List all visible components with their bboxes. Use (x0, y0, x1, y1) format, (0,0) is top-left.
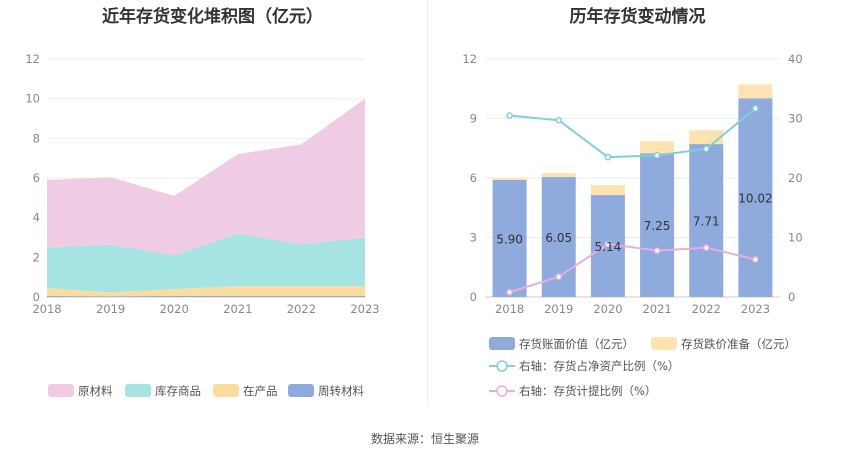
right-x-tick-label: 2019 (544, 302, 573, 316)
bar-value-label: 7.25 (644, 219, 671, 233)
point-右轴：存货计提比例（%） (555, 273, 563, 281)
left-legend-swatch (48, 384, 74, 397)
bar-存货跌价准备（亿元） (590, 185, 625, 196)
right-legend-label: 存货账面价值（亿元） (519, 337, 634, 351)
right-y-tick-label: 0 (470, 290, 477, 304)
left-legend-swatch (213, 384, 239, 397)
right-y-tick-label: 9 (470, 112, 477, 126)
right-legend-label: 存货跌价准备（亿元） (681, 337, 796, 351)
right-chart-title: 历年存货变动情况 (569, 7, 706, 27)
bar-存货跌价准备（亿元） (738, 84, 773, 99)
data-source-note: 数据来源：恒生聚源 (370, 432, 479, 446)
bar-存货跌价准备（亿元） (541, 173, 576, 178)
left-legend-label: 原材料 (78, 384, 113, 398)
left-y-tick-label: 0 (33, 290, 40, 304)
right-y-tick-label: 12 (462, 52, 477, 66)
area-在产品 (47, 286, 365, 297)
bar-value-label: 6.05 (545, 231, 572, 245)
bar-value-label: 5.90 (496, 232, 523, 246)
right-legend-marker (496, 360, 508, 372)
left-legend-swatch (288, 384, 314, 397)
point-右轴：存货占净资产比例（%） (604, 153, 612, 161)
left-legend-label: 周转材料 (318, 384, 364, 398)
left-legend-swatch (125, 384, 151, 397)
point-右轴：存货计提比例（%） (752, 256, 759, 263)
left-x-tick-label: 2020 (160, 302, 189, 316)
point-右轴：存货占净资产比例（%） (506, 112, 513, 119)
point-右轴：存货占净资产比例（%） (702, 145, 710, 153)
right-legend-label: 右轴：存货占净资产比例（%） (519, 359, 679, 373)
right-x-tick-label: 2022 (692, 302, 721, 316)
right-legend-label: 右轴：存货计提比例（%） (519, 384, 656, 398)
point-右轴：存货计提比例（%） (506, 288, 513, 296)
line-右轴：存货占净资产比例（%） (509, 107, 757, 159)
right-x-tick-label: 2023 (741, 302, 770, 316)
left-x-tick-label: 2021 (223, 302, 252, 316)
right-legend-swatch (489, 337, 515, 350)
left-x-tick-label: 2019 (96, 302, 125, 316)
bar-存货跌价准备（亿元） (492, 178, 527, 180)
bar-存货跌价准备（亿元） (689, 130, 724, 145)
right-y-tick-label: 3 (470, 231, 477, 245)
right-y2-tick-label: 30 (788, 112, 803, 126)
bar-value-label: 7.71 (693, 215, 720, 229)
area-周转材料 (47, 296, 365, 297)
left-legend-label: 库存商品 (155, 384, 201, 398)
left-x-tick-label: 2023 (350, 302, 379, 316)
left-y-tick-label: 6 (33, 171, 40, 185)
left-chart-title: 近年存货变化堆积图（亿元） (102, 7, 323, 27)
right-y-tick-label: 6 (470, 171, 477, 185)
right-y2-tick-label: 40 (788, 52, 803, 66)
bar-存货跌价准备（亿元） (640, 141, 675, 154)
left-legend-label: 在产品 (243, 384, 278, 398)
bar-存货账面价值（亿元） (492, 179, 527, 297)
left-y-tick-label: 10 (25, 92, 40, 106)
left-y-tick-label: 4 (33, 211, 40, 225)
point-右轴：存货占净资产比例（%） (653, 152, 661, 159)
area-原材料 (47, 98, 365, 256)
bar-存货账面价值（亿元） (738, 98, 773, 298)
right-y2-tick-label: 0 (788, 290, 795, 304)
right-x-tick-label: 2018 (495, 302, 524, 316)
point-右轴：存货占净资产比例（%） (555, 116, 563, 124)
bar-存货账面价值（亿元） (689, 144, 724, 297)
point-右轴：存货占净资产比例（%） (752, 105, 759, 112)
left-x-tick-label: 2022 (287, 302, 316, 316)
right-x-tick-label: 2020 (593, 302, 622, 316)
left-x-tick-label: 2018 (32, 302, 61, 316)
charts-canvas: 0 2 4 6 8 10 12 2018 2019 2020 2021 2022 2023 原材料 库存商品… (25, 52, 803, 398)
left-y-tick-label: 12 (25, 52, 40, 66)
bar-value-label: 5.14 (595, 240, 622, 254)
point-右轴：存货计提比例（%） (653, 247, 661, 254)
right-legend-swatch (651, 337, 677, 350)
left-y-tick-label: 8 (33, 131, 40, 145)
right-x-tick-label: 2021 (642, 302, 671, 316)
right-y2-tick-label: 20 (788, 171, 803, 185)
area-库存商品 (47, 233, 365, 293)
bar-value-label: 10.02 (738, 192, 772, 206)
line-右轴：存货计提比例（%） (509, 243, 756, 294)
point-右轴：存货计提比例（%） (604, 240, 612, 248)
bar-存货账面价值（亿元） (640, 153, 675, 297)
panel-divider (427, 0, 428, 405)
point-右轴：存货计提比例（%） (702, 244, 710, 251)
right-y2-tick-label: 10 (788, 231, 803, 245)
left-y-tick-label: 2 (33, 250, 40, 264)
right-legend-marker (496, 385, 508, 397)
